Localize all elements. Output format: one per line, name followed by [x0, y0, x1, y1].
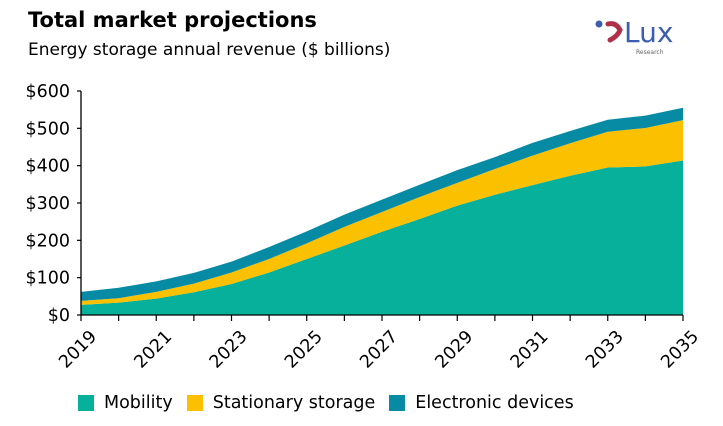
y-tick-label: $200	[25, 231, 70, 251]
x-tick-label: 2021	[131, 327, 177, 373]
area-stationary-storage	[81, 120, 683, 305]
x-tick-label: 2025	[281, 327, 327, 373]
x-tick-label: 2031	[507, 327, 553, 373]
logo-text: Lux	[624, 18, 673, 49]
legend-item-electronic-devices: Electronic devices	[389, 393, 574, 413]
x-tick-label: 2035	[657, 327, 703, 373]
legend-label: Electronic devices	[415, 393, 574, 413]
legend-swatch	[389, 395, 406, 411]
legend-swatch	[78, 395, 94, 411]
x-tick-label: 2027	[356, 327, 402, 373]
y-tick-label: $300	[25, 194, 70, 214]
x-tick-label: 2029	[432, 327, 478, 373]
area-electronic-devices	[81, 107, 683, 301]
legend-item-mobility: Mobility	[78, 393, 173, 413]
y-tick-label: $500	[25, 119, 70, 139]
x-tick-label: 2023	[206, 327, 252, 373]
area-mobility	[81, 160, 683, 315]
x-tick-label: 2019	[55, 327, 101, 373]
chart-subtitle: Energy storage annual revenue ($ billion…	[28, 40, 391, 60]
logo-subtext: Research	[636, 49, 664, 56]
y-tick-label: $400	[25, 157, 70, 177]
legend-item-stationary-storage: Stationary storage	[186, 393, 376, 413]
y-tick-label: $100	[25, 269, 70, 289]
legend-swatch	[186, 395, 203, 411]
lux-research-logo: Lux Research	[595, 18, 673, 56]
y-tick-label: $0	[48, 306, 70, 326]
legend-label: Stationary storage	[212, 393, 376, 413]
legend-label: Mobility	[104, 393, 173, 413]
legend: Mobility Stationary storage Electronic dev…	[78, 393, 574, 413]
chart-title: Total market projections	[28, 8, 317, 32]
x-tick-label: 2033	[582, 327, 628, 373]
y-tick-label: $600	[25, 82, 70, 102]
